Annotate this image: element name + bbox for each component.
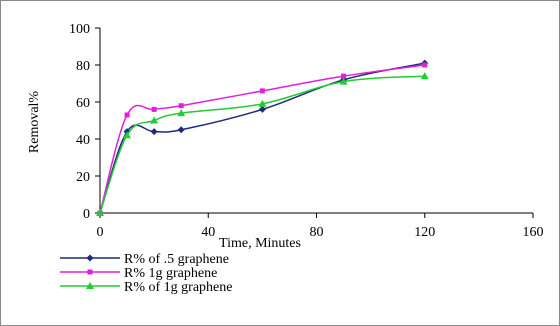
legend-label-r-of-1g-graphene: R% of 1g graphene — [124, 280, 232, 295]
series-line-r-of-1g-graphene — [99, 75, 425, 214]
data-point-r-of-1g-graphene — [258, 99, 267, 107]
data-point-r-1g-graphene — [178, 103, 184, 109]
data-point-r-of-5-graphene — [177, 126, 185, 134]
y-tick-label: 0 — [83, 207, 90, 222]
x-tick-label: 0 — [97, 225, 104, 240]
y-axis-title: Removal% — [27, 91, 42, 154]
data-point-r-of-5-graphene — [150, 128, 158, 136]
data-point-r-of-1g-graphene — [96, 209, 104, 216]
legend-label-r-1g-graphene: R% 1g graphene — [124, 266, 217, 281]
y-tick-label: 80 — [76, 59, 90, 74]
data-point-r-of-1g-graphene — [339, 77, 348, 85]
data-point-r-1g-graphene — [341, 73, 347, 79]
legend-marker-r-of-1g-graphene — [86, 282, 94, 289]
data-point-r-of-1g-graphene — [123, 131, 132, 139]
legend-label-r-of-5-graphene: R% of .5 graphene — [124, 252, 229, 267]
series-line-r-1g-graphene — [99, 64, 425, 214]
data-point-r-of-1g-graphene — [420, 72, 429, 80]
data-point-r-of-5-graphene — [258, 105, 266, 113]
data-point-r-of-1g-graphene — [150, 116, 159, 124]
data-point-r-of-1g-graphene — [177, 109, 186, 117]
y-tick-label: 40 — [76, 133, 90, 148]
x-tick-label: 120 — [414, 225, 435, 240]
data-point-r-1g-graphene — [259, 88, 265, 94]
y-tick-label: 60 — [76, 96, 90, 111]
x-axis-title: Time, Minutes — [219, 236, 301, 251]
x-tick-label: 160 — [523, 225, 544, 240]
legend-marker-r-of-5-graphene — [86, 254, 94, 262]
series-line-r-of-5-graphene — [99, 62, 425, 214]
chart-axes — [99, 28, 533, 214]
y-tick-label: 100 — [69, 22, 90, 37]
legend-marker-r-1g-graphene — [87, 269, 93, 275]
y-tick-label: 20 — [76, 170, 90, 185]
x-tick-label: 80 — [310, 225, 324, 240]
data-point-r-1g-graphene — [422, 62, 428, 68]
chart-ticks: 0 20 40 60 80 100 0 40 80 120 160 — [69, 22, 544, 240]
data-point-r-1g-graphene — [124, 112, 130, 118]
x-tick-label: 40 — [201, 225, 215, 240]
chart-series — [96, 59, 429, 217]
data-point-r-1g-graphene — [151, 106, 157, 112]
